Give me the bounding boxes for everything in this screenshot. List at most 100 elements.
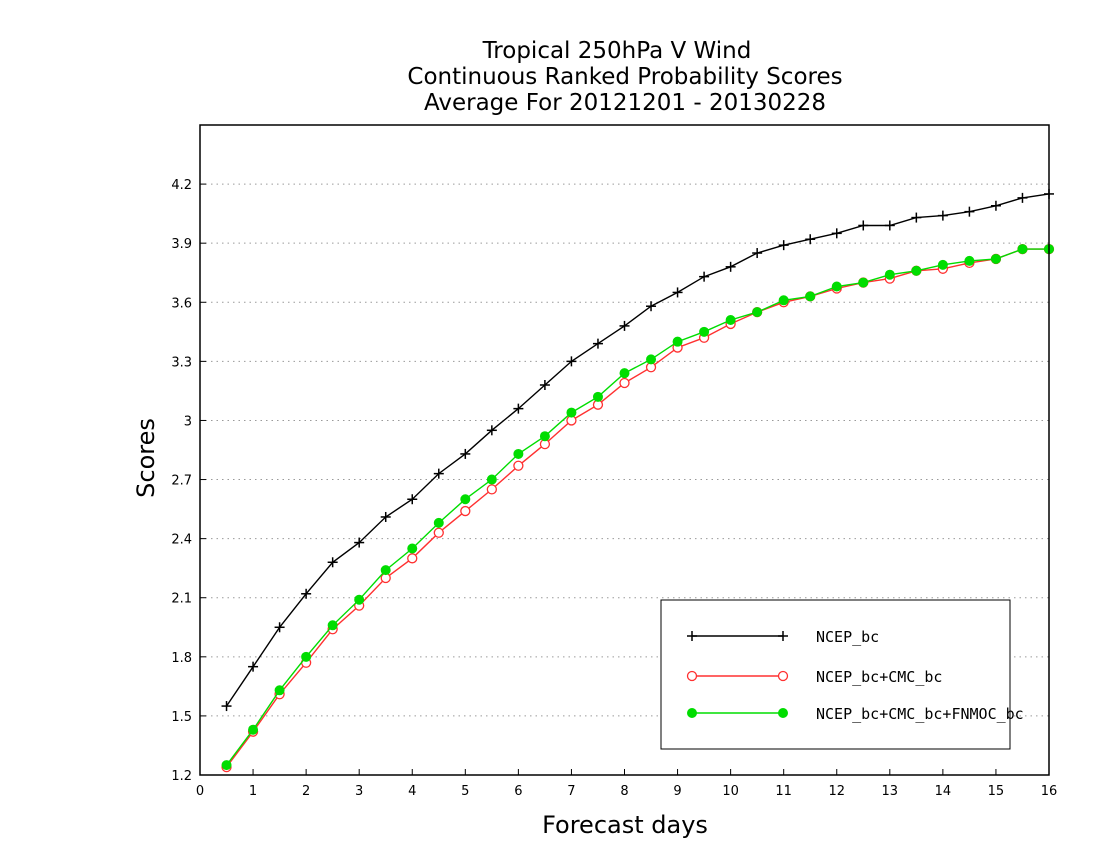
data-point xyxy=(539,380,550,390)
legend-label: NCEP_bc+CMC_bc xyxy=(816,668,942,686)
data-point xyxy=(725,315,736,325)
data-point xyxy=(1017,192,1028,203)
data-point xyxy=(513,460,524,471)
y-tick-label: 2.7 xyxy=(171,474,192,489)
data-point xyxy=(937,259,948,270)
data-point xyxy=(646,354,657,365)
series-layer xyxy=(221,188,1055,773)
data-point xyxy=(274,622,285,633)
legend-label: NCEP_bc+CMC_bc+FNMOC_bc xyxy=(816,705,1024,723)
y-axis-label: Scores xyxy=(132,418,160,498)
data-point xyxy=(327,620,338,631)
data-point xyxy=(964,255,975,266)
series-line xyxy=(225,193,1050,707)
data-point xyxy=(566,356,577,367)
data-point xyxy=(327,557,338,568)
data-point xyxy=(778,708,788,718)
data-point xyxy=(699,271,710,282)
data-point xyxy=(407,543,418,554)
data-point xyxy=(592,391,603,402)
data-point xyxy=(248,661,259,672)
x-tick-label: 9 xyxy=(673,784,681,799)
series-2 xyxy=(221,244,1054,771)
series-0 xyxy=(221,188,1054,712)
data-point xyxy=(805,234,816,245)
title-line-1: Tropical 250hPa V Wind xyxy=(482,38,752,64)
x-tick-label: 8 xyxy=(620,784,628,799)
legend-entry: NCEP_bc xyxy=(687,628,879,646)
legend-entry: NCEP_bc+CMC_bc xyxy=(686,668,942,686)
data-point xyxy=(354,594,365,605)
y-tick-label: 4.2 xyxy=(171,178,192,193)
y-tick-label: 1.2 xyxy=(171,769,192,784)
legend-label: NCEP_bc xyxy=(816,628,879,646)
data-point xyxy=(274,685,285,696)
y-tick-label: 3.9 xyxy=(171,237,192,252)
y-tick-label: 1.5 xyxy=(171,710,192,725)
data-point xyxy=(486,425,497,436)
data-point xyxy=(672,287,683,298)
data-point xyxy=(990,200,1001,211)
data-point xyxy=(687,631,697,641)
legend-box xyxy=(660,599,1011,750)
data-point xyxy=(221,760,232,771)
x-tick-label: 5 xyxy=(461,784,469,799)
data-point xyxy=(884,220,895,231)
data-point xyxy=(911,265,922,276)
x-tick-label: 13 xyxy=(882,784,899,799)
y-tick-label: 1.8 xyxy=(171,651,192,666)
y-axis: 1.2 1.5 1.8 2.1 2.4 2.7 3 3.3 3.6 3.9 4.2 xyxy=(171,178,206,784)
x-tick-label: 12 xyxy=(828,784,845,799)
y-tick-label: 3 xyxy=(184,414,192,429)
data-point xyxy=(433,527,444,538)
title-line-3: Average For 20121201 - 20130228 xyxy=(424,90,826,116)
data-point xyxy=(858,277,869,288)
data-point xyxy=(513,448,524,459)
data-point xyxy=(460,505,471,517)
data-point xyxy=(301,651,312,662)
legend: NCEP_bc NCEP_bc+CMC_bc NCEP_bc+CMC_bc+FNMO… xyxy=(660,599,1024,750)
x-tick-label: 6 xyxy=(514,784,522,799)
data-point xyxy=(619,377,630,389)
data-point xyxy=(619,368,630,379)
data-point xyxy=(433,468,444,479)
x-tick-label: 14 xyxy=(935,784,952,799)
x-tick-label: 11 xyxy=(775,784,792,799)
data-point xyxy=(407,553,418,564)
data-point xyxy=(725,261,736,272)
data-point xyxy=(354,537,365,548)
x-tick-label: 3 xyxy=(355,784,363,799)
data-point xyxy=(964,206,975,217)
data-point xyxy=(380,565,391,576)
data-point xyxy=(646,301,657,312)
y-tick-label: 3.3 xyxy=(171,355,192,370)
legend-entry: NCEP_bc+CMC_bc+FNMOC_bc xyxy=(687,705,1024,723)
y-tick-label: 2.1 xyxy=(171,592,192,607)
data-point xyxy=(407,494,418,505)
data-point xyxy=(460,448,471,459)
data-point xyxy=(486,474,497,485)
data-point xyxy=(460,494,471,505)
data-point xyxy=(990,253,1001,264)
data-point xyxy=(513,403,524,414)
data-point xyxy=(777,670,789,682)
data-point xyxy=(248,724,259,735)
x-tick-label: 7 xyxy=(567,784,575,799)
data-point xyxy=(831,228,842,239)
data-point xyxy=(686,670,698,682)
data-point xyxy=(884,269,895,280)
data-point xyxy=(831,281,842,292)
data-point xyxy=(805,291,816,302)
data-point xyxy=(221,701,232,712)
x-tick-label: 1 xyxy=(249,784,257,799)
x-tick-label: 2 xyxy=(302,784,310,799)
data-point xyxy=(301,588,312,599)
x-axis-label: Forecast days xyxy=(542,811,708,839)
data-point xyxy=(539,431,550,442)
data-point xyxy=(433,517,444,528)
data-point xyxy=(380,511,391,522)
data-point xyxy=(778,295,789,306)
data-point xyxy=(699,326,710,337)
data-point xyxy=(778,631,788,641)
chart-title: Tropical 250hPa V Wind Continuous Ranked… xyxy=(407,38,842,116)
